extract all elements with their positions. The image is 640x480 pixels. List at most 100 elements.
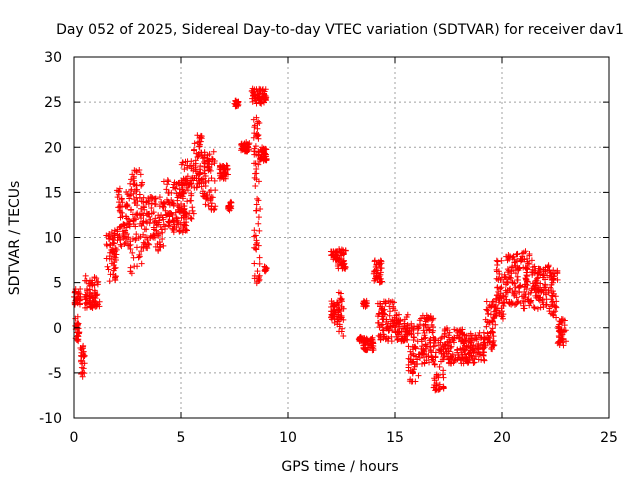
data-point bbox=[120, 235, 127, 242]
data-point bbox=[209, 156, 216, 163]
data-point bbox=[208, 175, 215, 182]
data-point bbox=[529, 266, 536, 273]
data-point bbox=[201, 167, 208, 174]
data-point bbox=[158, 212, 165, 219]
data-point bbox=[245, 141, 252, 148]
data-point bbox=[146, 213, 153, 220]
data-point bbox=[131, 196, 138, 203]
data-point bbox=[517, 282, 524, 289]
data-point bbox=[516, 283, 523, 290]
data-point bbox=[457, 345, 464, 352]
data-point bbox=[253, 241, 260, 248]
data-point bbox=[178, 177, 185, 184]
data-point bbox=[189, 204, 196, 211]
data-point bbox=[339, 260, 346, 267]
data-point bbox=[255, 151, 262, 158]
data-point bbox=[462, 346, 469, 353]
data-point bbox=[130, 173, 137, 180]
data-point bbox=[454, 346, 461, 353]
data-point bbox=[164, 177, 171, 184]
data-point bbox=[336, 323, 343, 330]
data-point bbox=[262, 86, 269, 93]
data-point bbox=[89, 305, 96, 312]
data-point bbox=[246, 140, 253, 147]
data-point bbox=[481, 336, 488, 343]
data-point bbox=[429, 329, 436, 336]
data-point bbox=[181, 214, 188, 221]
data-point bbox=[148, 205, 155, 212]
data-point bbox=[489, 329, 496, 336]
data-point bbox=[75, 338, 82, 345]
data-point bbox=[122, 229, 129, 236]
data-point bbox=[141, 226, 148, 233]
data-point bbox=[550, 312, 557, 319]
data-point bbox=[172, 185, 179, 192]
data-point bbox=[109, 239, 116, 246]
data-point bbox=[330, 306, 337, 313]
data-point bbox=[378, 305, 385, 312]
data-point bbox=[468, 332, 475, 339]
data-point bbox=[360, 344, 367, 351]
x-tick-label: 15 bbox=[386, 430, 404, 446]
data-point bbox=[181, 176, 188, 183]
data-point bbox=[432, 349, 439, 356]
data-point bbox=[251, 227, 258, 234]
data-point bbox=[484, 330, 491, 337]
data-point bbox=[554, 276, 561, 283]
data-point bbox=[143, 198, 150, 205]
data-point bbox=[537, 304, 544, 311]
data-point bbox=[560, 342, 567, 349]
data-point bbox=[440, 384, 447, 391]
y-tick-label: -5 bbox=[48, 366, 62, 382]
data-point bbox=[335, 315, 342, 322]
data-point bbox=[126, 223, 133, 230]
data-point bbox=[130, 254, 137, 261]
data-point bbox=[367, 339, 374, 346]
data-point bbox=[190, 147, 197, 154]
data-point bbox=[153, 230, 160, 237]
data-point bbox=[511, 287, 518, 294]
x-tick-label: 10 bbox=[279, 430, 297, 446]
data-point bbox=[496, 309, 503, 316]
data-point bbox=[336, 249, 343, 256]
data-point bbox=[147, 216, 154, 223]
data-point bbox=[511, 256, 518, 263]
data-point bbox=[527, 298, 534, 305]
data-point bbox=[503, 296, 510, 303]
data-point bbox=[188, 192, 195, 199]
data-point bbox=[116, 224, 123, 231]
data-point bbox=[191, 140, 198, 147]
data-point bbox=[210, 206, 217, 213]
data-point bbox=[528, 257, 535, 264]
data-point bbox=[127, 246, 134, 253]
data-point bbox=[82, 296, 89, 303]
data-point bbox=[256, 254, 263, 261]
grid bbox=[74, 57, 609, 418]
data-point bbox=[521, 281, 528, 288]
y-tick-label: 0 bbox=[53, 321, 62, 337]
data-point bbox=[181, 221, 188, 228]
y-tick-label: 15 bbox=[44, 185, 62, 201]
data-point bbox=[389, 327, 396, 334]
data-point bbox=[256, 260, 263, 267]
data-point bbox=[390, 305, 397, 312]
data-point bbox=[531, 305, 538, 312]
data-point bbox=[404, 336, 411, 343]
data-point bbox=[374, 319, 381, 326]
data-point bbox=[499, 315, 506, 322]
data-point bbox=[534, 275, 541, 282]
data-point bbox=[382, 298, 389, 305]
data-point bbox=[422, 318, 429, 325]
data-point bbox=[558, 318, 565, 325]
data-point bbox=[127, 192, 134, 199]
data-point bbox=[221, 165, 228, 172]
data-point bbox=[91, 298, 98, 305]
data-point bbox=[169, 200, 176, 207]
data-point bbox=[514, 276, 521, 283]
data-point bbox=[335, 302, 342, 309]
data-point bbox=[255, 152, 262, 159]
data-point bbox=[373, 263, 380, 270]
data-point bbox=[548, 296, 555, 303]
data-point bbox=[431, 377, 438, 384]
data-point bbox=[436, 363, 443, 370]
